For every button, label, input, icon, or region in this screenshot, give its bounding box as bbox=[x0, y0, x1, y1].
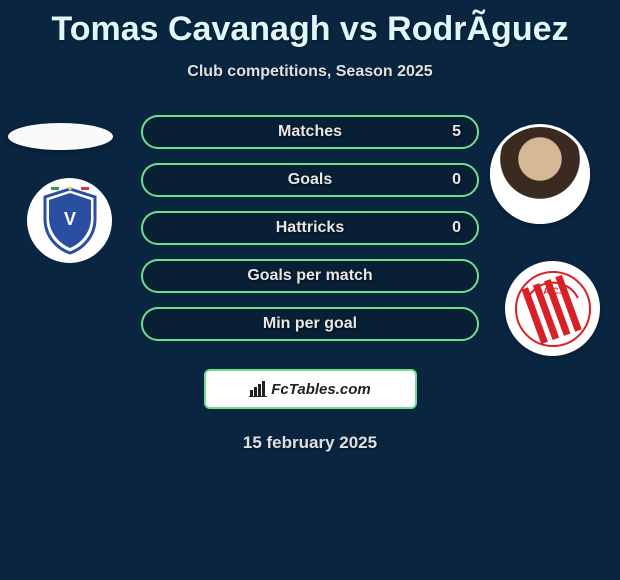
stat-label: Min per goal bbox=[263, 315, 357, 333]
stat-row-hattricks: Hattricks 0 bbox=[141, 211, 479, 245]
brand-text: FcTables.com bbox=[271, 381, 370, 398]
subtitle: Club competitions, Season 2025 bbox=[0, 63, 620, 81]
stat-value: 0 bbox=[452, 219, 461, 237]
date-text: 15 february 2025 bbox=[0, 433, 620, 453]
stat-row-min-per-goal: Min per goal bbox=[141, 307, 479, 341]
svg-text:I.A.C.C: I.A.C.C bbox=[538, 286, 568, 296]
bar-chart-icon bbox=[249, 381, 267, 397]
brand-badge: FcTables.com bbox=[204, 369, 417, 409]
stat-value: 0 bbox=[452, 171, 461, 189]
shield-icon: V bbox=[40, 187, 100, 255]
player2-avatar bbox=[490, 124, 590, 224]
stat-row-goals: Goals 0 bbox=[141, 163, 479, 197]
player1-avatar bbox=[8, 123, 113, 150]
stat-value: 5 bbox=[452, 123, 461, 141]
svg-text:V: V bbox=[63, 209, 75, 229]
player1-club-crest: V bbox=[27, 178, 112, 263]
stripes-crest-icon: I.A.C.C bbox=[514, 270, 592, 348]
stat-row-matches: Matches 5 bbox=[141, 115, 479, 149]
stat-row-goals-per-match: Goals per match bbox=[141, 259, 479, 293]
player2-club-crest: I.A.C.C bbox=[505, 261, 600, 356]
page-title: Tomas Cavanagh vs RodrÃ­guez bbox=[0, 0, 620, 49]
stat-label: Goals bbox=[288, 171, 332, 189]
stat-label: Goals per match bbox=[247, 267, 372, 285]
stat-label: Hattricks bbox=[276, 219, 344, 237]
stat-label: Matches bbox=[278, 123, 342, 141]
